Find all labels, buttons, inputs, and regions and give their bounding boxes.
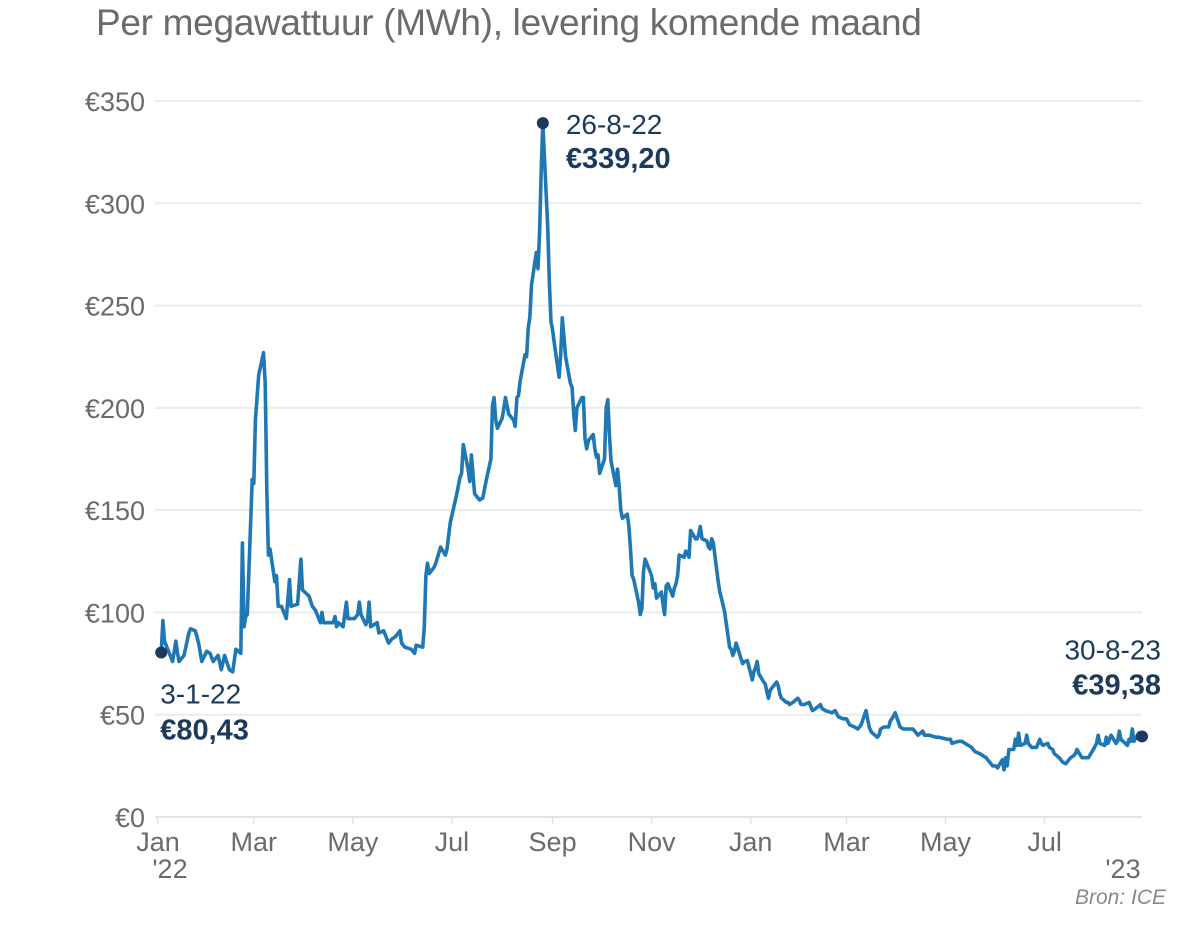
x-tick-label: May: [920, 827, 972, 857]
y-axis-ticks: €0 €50 €100 €150 €200 €250 €300 €350: [85, 87, 145, 833]
y-tick-label: €0: [115, 803, 145, 833]
x-tick-label: Nov: [628, 827, 677, 857]
gridlines: [155, 100, 1142, 818]
y-tick-label: €250: [85, 292, 145, 322]
y-tick-label: €150: [85, 496, 145, 526]
y-tick-label: €350: [85, 87, 145, 117]
annotation-date: 3-1-22: [160, 678, 241, 709]
y-tick-label: €50: [100, 701, 145, 731]
x-tick-label: Jan: [136, 827, 180, 857]
chart-title: Per megawattuur (MWh), levering komende …: [96, 2, 922, 43]
annotation-marker: [1136, 730, 1148, 743]
y-tick-label: €200: [85, 394, 145, 424]
annotations-layer: 3-1-22 €80,43 26-8-22€339,20 30-8-23 €39,38: [155, 109, 1161, 746]
x-tick-label: Mar: [823, 827, 870, 857]
y-tick-label: €300: [85, 189, 145, 219]
series-layer: [159, 121, 1144, 772]
annotation-date: 26-8-22: [566, 109, 663, 140]
annotation-value: €80,43: [160, 714, 249, 746]
annotation-value: €39,38: [1072, 669, 1161, 701]
annotation-marker: [536, 117, 549, 130]
x-tick-label: Jul: [435, 827, 470, 857]
y-tick-label: €100: [85, 598, 145, 628]
x-tick-label: Jan: [729, 827, 773, 857]
x-tick-label: May: [327, 827, 379, 857]
annotation-date: 30-8-23: [1064, 634, 1161, 665]
x-tick-label: Mar: [231, 827, 278, 857]
annotation-marker: [155, 646, 168, 659]
series-line: [159, 121, 1144, 772]
x-tick-year-label: '22: [152, 854, 187, 884]
x-tick-label: Sep: [529, 827, 577, 857]
x-end-year-label: '23: [1105, 854, 1140, 884]
x-tick-label: Jul: [1027, 827, 1062, 857]
source-note: Bron: ICE: [1074, 886, 1166, 909]
annotation-value: €339,20: [566, 143, 671, 175]
